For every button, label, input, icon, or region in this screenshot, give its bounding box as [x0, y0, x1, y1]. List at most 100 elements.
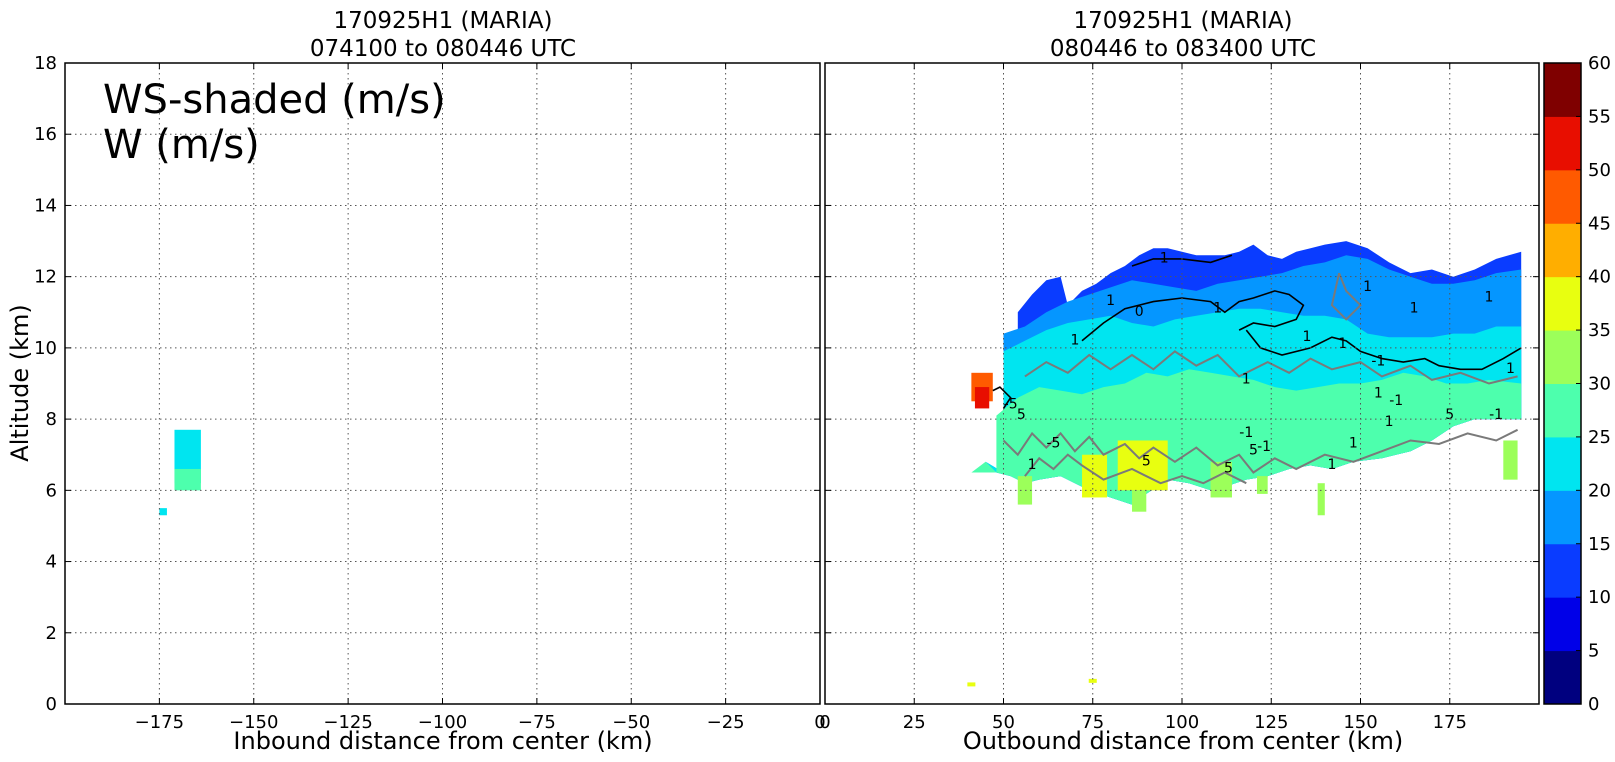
left-y-tick-label: 14	[34, 195, 57, 216]
right-w-contour-black	[1081, 290, 1305, 342]
right-contour-label: -1	[1371, 354, 1385, 370]
colorbar-tick-label: 5	[1588, 641, 1599, 662]
right-title-line1: 170925H1 (MARIA)	[1073, 8, 1292, 34]
right-ws-block	[1082, 454, 1108, 498]
right-ws-band	[971, 369, 1522, 505]
colorbar-segment	[1544, 597, 1581, 652]
right-contour-label: 1	[1363, 279, 1372, 295]
left-x-axis-label: Inbound distance from center (km)	[233, 727, 652, 755]
colorbar-tick-label: 0	[1588, 694, 1599, 715]
left-y-tick-label: 8	[46, 409, 57, 430]
legend-w: W (m/s)	[103, 122, 260, 168]
right-grid	[825, 63, 1539, 704]
colorbar-segment	[1544, 116, 1581, 171]
right-contour-label: -1	[1257, 439, 1271, 455]
colorbar-tick-label: 55	[1588, 106, 1611, 127]
right-data-layer	[967, 241, 1522, 687]
right-contour-label: 1	[1385, 414, 1394, 430]
right-x-tick-label: 50	[992, 712, 1015, 733]
right-contour-label: 1	[1374, 386, 1383, 402]
colorbar-segment	[1544, 490, 1581, 545]
right-w-contour-gray	[1330, 272, 1362, 321]
colorbar-tick-label: 10	[1588, 587, 1611, 608]
left-ws-region	[159, 508, 167, 516]
colorbar-segment	[1544, 330, 1581, 384]
left-y-tick-label: 10	[34, 338, 57, 359]
right-contour-label: 1	[1338, 336, 1347, 352]
left-y-tick-label: 16	[34, 124, 57, 145]
left-y-tick-label: 4	[46, 552, 57, 573]
right-contour-label: 5	[1249, 443, 1258, 459]
colorbar-tick-label: 45	[1588, 213, 1611, 234]
right-x-tick-label: 100	[1165, 712, 1199, 733]
right-ws-block	[1317, 483, 1325, 516]
right-contour-label: -1	[1389, 393, 1403, 409]
colorbar-segments	[1544, 63, 1581, 705]
left-y-tick-label: 18	[34, 53, 57, 74]
left-panel: 170925H1 (MARIA) 074100 to 080446 UTC −1…	[6, 8, 826, 755]
right-contour-label: 1	[1106, 293, 1115, 309]
left-y-axis-label: Altitude (km)	[6, 304, 34, 461]
right-x-tick-label: 0	[819, 712, 830, 733]
right-ws-block	[1256, 476, 1268, 494]
right-w-contour-gray	[1024, 453, 1247, 485]
right-contour-label: -5	[1046, 436, 1060, 452]
right-ws-block	[1017, 476, 1033, 505]
right-contour-label: 5	[1445, 407, 1454, 423]
left-y-tick-label: 6	[46, 480, 57, 501]
right-contour-label: 1	[1160, 250, 1169, 266]
left-y-tick-label: 12	[34, 267, 57, 288]
left-x-tick-label: −25	[707, 712, 745, 733]
right-contour-label: -5	[1004, 396, 1018, 412]
right-x-ticks: 0 25 50 75 100 125 150 175	[819, 63, 1467, 733]
right-contour-label: 5	[1142, 453, 1151, 469]
right-contour-label: 1	[1213, 300, 1222, 316]
colorbar-segment	[1544, 543, 1581, 598]
colorbar-segment	[1544, 650, 1581, 705]
right-w-contour-black	[1245, 329, 1522, 371]
right-isolated-echo	[967, 682, 976, 687]
right-contour-label: 5	[1017, 407, 1026, 423]
right-contour-label: 1	[1028, 457, 1037, 473]
left-grid	[65, 63, 820, 704]
right-isolated-echo	[1088, 678, 1097, 683]
right-contour-label: -1	[1239, 425, 1253, 441]
left-title-line1: 170925H1 (MARIA)	[333, 8, 552, 34]
left-data-layer	[159, 429, 201, 516]
left-ws-region	[174, 468, 201, 491]
right-red-patch	[974, 387, 990, 409]
right-w-contour-gray	[1024, 350, 1518, 385]
colorbar-tick-label: 30	[1588, 374, 1611, 395]
colorbar-segment	[1544, 436, 1581, 491]
right-contour-label: 1	[1302, 329, 1311, 345]
right-x-axis-label: Outbound distance from center (km)	[963, 727, 1403, 755]
right-x-tick-label: 150	[1343, 712, 1377, 733]
left-x-tick-label: −50	[612, 712, 650, 733]
right-contour-label: 0	[1135, 304, 1144, 320]
right-contour-label: 1	[1070, 332, 1079, 348]
colorbar-tick-label: 15	[1588, 534, 1611, 555]
right-contour-label: 1	[1506, 361, 1515, 377]
colorbar-segment	[1544, 383, 1581, 438]
left-plot-area: −175 −150 −125 −100 −75 −50 −25 0 0 2 4 6 8 10 12 14 16…	[34, 53, 826, 733]
left-x-tick-label: −75	[518, 712, 556, 733]
colorbar-tick-label: 40	[1588, 267, 1611, 288]
left-x-tick-label: 0	[814, 712, 825, 733]
left-x-tick-label: −125	[323, 712, 372, 733]
right-ws-block	[1503, 440, 1518, 480]
left-y-tick-label: 0	[46, 694, 57, 715]
colorbar-tick-label: 50	[1588, 160, 1611, 181]
right-ws-block	[1210, 461, 1232, 498]
left-x-tick-label: −175	[135, 712, 184, 733]
left-x-tick-label: −150	[229, 712, 278, 733]
right-y-ticks	[825, 62, 1539, 705]
colorbar-tick-label: 20	[1588, 480, 1611, 501]
right-contour-label: 1	[1410, 300, 1419, 316]
right-x-tick-label: 125	[1254, 712, 1288, 733]
right-x-tick-label: 175	[1433, 712, 1467, 733]
right-contour-label: 1	[1349, 436, 1358, 452]
right-w-contour-gray	[1002, 428, 1519, 474]
right-x-tick-label: 25	[903, 712, 926, 733]
